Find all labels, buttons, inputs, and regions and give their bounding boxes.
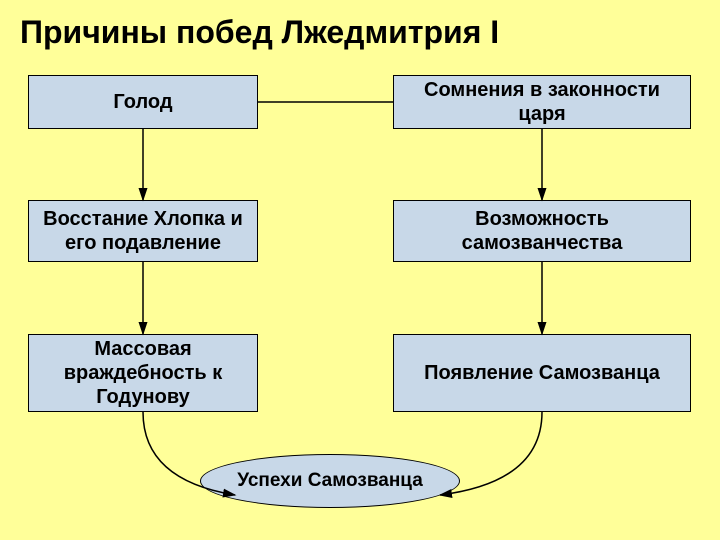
box-poyavlenie: Появление Самозванца (393, 334, 691, 412)
box-somneniya: Сомнения в законности царя (393, 75, 691, 129)
page-title: Причины побед Лжедмитрия I (0, 0, 720, 51)
box-massovaya: Массовая враждебность к Годунову (28, 334, 258, 412)
box-vosstanie: Восстание Хлопка и его подавление (28, 200, 258, 262)
box-golod: Голод (28, 75, 258, 129)
box-vozmozhnost: Возможность самозванчества (393, 200, 691, 262)
ellipse-uspekhi: Успехи Самозванца (200, 454, 460, 508)
